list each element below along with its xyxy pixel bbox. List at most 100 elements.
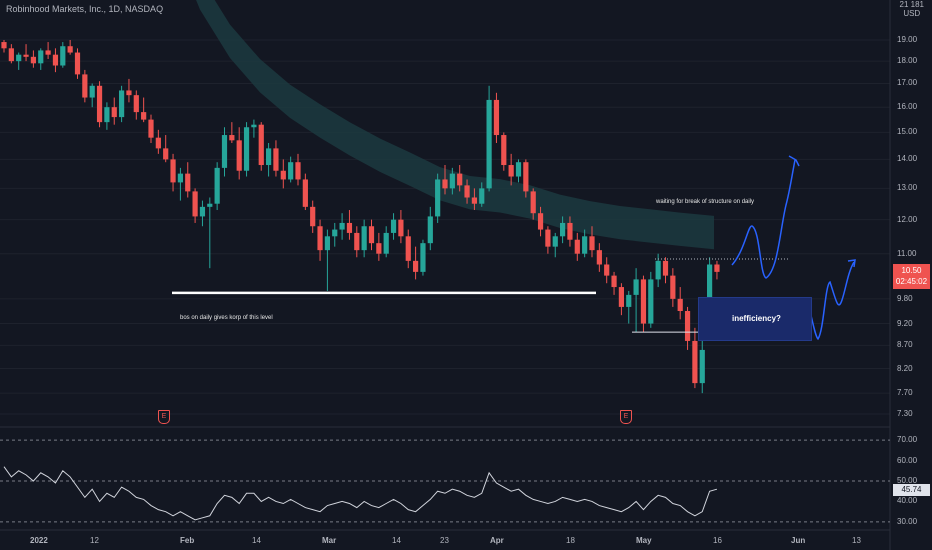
candle bbox=[177, 167, 183, 201]
candle bbox=[604, 257, 610, 284]
candle bbox=[317, 219, 323, 261]
last-price-countdown: 02:45:02 bbox=[895, 277, 928, 286]
candle bbox=[552, 232, 558, 258]
bos-note[interactable]: bos on daily gives korp of this level bbox=[180, 315, 273, 321]
candle bbox=[376, 232, 382, 261]
candle bbox=[361, 219, 367, 258]
candle bbox=[486, 85, 492, 192]
candle bbox=[574, 232, 580, 261]
price-tick-label: 17.00 bbox=[897, 78, 918, 88]
candle bbox=[324, 229, 330, 291]
price-tick-label: 7.70 bbox=[897, 388, 913, 398]
candle bbox=[508, 153, 514, 186]
currency-label: USD bbox=[903, 9, 921, 18]
candle bbox=[104, 102, 110, 130]
candle bbox=[537, 206, 544, 237]
candle bbox=[45, 42, 51, 59]
candle bbox=[60, 42, 66, 68]
candle bbox=[464, 179, 470, 204]
candle bbox=[192, 188, 198, 223]
candle bbox=[273, 140, 279, 177]
timezone-label: 21 181 bbox=[899, 0, 924, 9]
candle bbox=[390, 213, 397, 240]
projection-arrowhead bbox=[788, 155, 800, 167]
axis-currency[interactable]: 21 181 USD bbox=[900, 0, 924, 18]
candle bbox=[346, 210, 353, 240]
candle bbox=[148, 114, 154, 143]
candle bbox=[126, 78, 132, 103]
candle bbox=[398, 210, 404, 244]
candle bbox=[229, 122, 235, 143]
candle bbox=[185, 162, 191, 198]
candle bbox=[8, 44, 14, 64]
rsi-value-badge: 45.74 bbox=[893, 484, 930, 496]
candle bbox=[332, 222, 338, 247]
candle bbox=[413, 246, 419, 280]
inefficiency-label: inefficiency? bbox=[732, 314, 781, 323]
candle bbox=[493, 92, 500, 143]
rsi-tick-label: 70.00 bbox=[897, 435, 918, 445]
time-tick-label: 14 bbox=[392, 536, 401, 545]
price-tick-label: 15.00 bbox=[897, 127, 918, 137]
candle bbox=[560, 216, 566, 244]
candle bbox=[133, 90, 139, 120]
earnings-icon[interactable]: E bbox=[620, 410, 632, 424]
candle bbox=[648, 271, 654, 328]
last-price-value: 10.50 bbox=[901, 266, 922, 275]
candle bbox=[82, 69, 88, 103]
price-tick-label: 12.00 bbox=[897, 214, 918, 224]
candle bbox=[96, 81, 103, 128]
time-tick-label: Feb bbox=[180, 536, 195, 545]
candle bbox=[199, 200, 206, 227]
candle bbox=[295, 153, 301, 186]
candle bbox=[23, 44, 29, 62]
candle bbox=[692, 327, 698, 389]
drawing-overlays[interactable] bbox=[172, 155, 856, 341]
candle bbox=[339, 213, 345, 240]
inefficiency-box[interactable] bbox=[698, 297, 812, 341]
candle bbox=[1, 40, 7, 53]
candle bbox=[30, 50, 36, 68]
projection-path bbox=[807, 261, 855, 341]
candle bbox=[74, 48, 81, 79]
candle bbox=[236, 127, 242, 180]
time-tick-label: 12 bbox=[90, 536, 99, 545]
candle bbox=[163, 135, 169, 163]
candle bbox=[302, 173, 308, 211]
rsi-tick-label: 30.00 bbox=[897, 516, 918, 526]
earnings-icon[interactable]: E bbox=[158, 410, 170, 424]
candle bbox=[618, 283, 624, 316]
candle bbox=[530, 188, 536, 220]
candle bbox=[670, 268, 676, 307]
time-tick-label: Jun bbox=[791, 536, 806, 545]
candle bbox=[479, 182, 485, 207]
candle bbox=[684, 306, 691, 350]
price-tick-label: 9.20 bbox=[897, 318, 913, 328]
projection-arrowhead bbox=[847, 259, 856, 268]
chart-title: Robinhood Markets, Inc., 1D, NASDAQ bbox=[6, 4, 164, 14]
candle bbox=[523, 159, 529, 198]
candle bbox=[471, 188, 477, 211]
candle bbox=[155, 129, 161, 154]
candle bbox=[214, 162, 220, 211]
candle bbox=[354, 226, 360, 258]
grid-lines bbox=[0, 0, 891, 550]
time-tick-label: 2022 bbox=[30, 536, 48, 545]
time-tick-label: 16 bbox=[713, 536, 722, 545]
candle bbox=[310, 200, 316, 233]
candle bbox=[626, 290, 632, 324]
candle bbox=[251, 119, 257, 138]
time-tick-label: 14 bbox=[252, 536, 261, 545]
candle bbox=[368, 219, 375, 251]
candle bbox=[67, 40, 73, 55]
candle bbox=[545, 226, 551, 254]
candle bbox=[266, 142, 272, 177]
candle bbox=[435, 173, 441, 223]
price-tick-label: 16.00 bbox=[897, 102, 918, 112]
candle bbox=[288, 156, 294, 183]
candle bbox=[567, 216, 573, 247]
candlestick-series bbox=[1, 40, 720, 394]
waiting-note[interactable]: waiting for break of structure on daily bbox=[656, 199, 755, 205]
rsi-line bbox=[3, 466, 718, 521]
